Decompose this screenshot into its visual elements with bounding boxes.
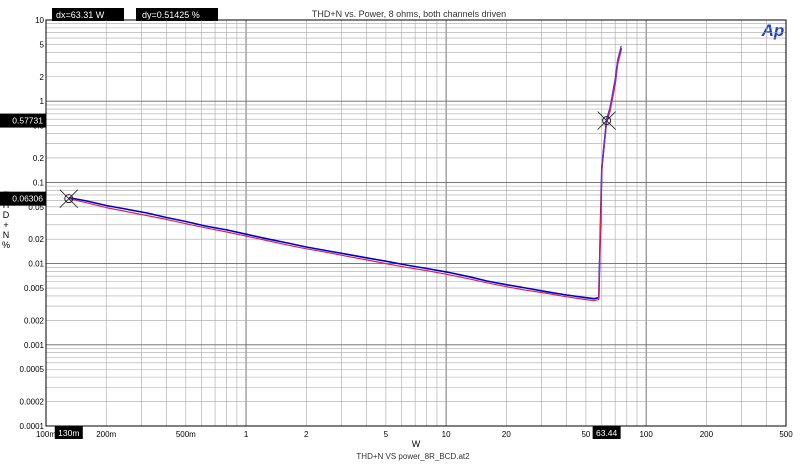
- dy-readout: dy=0.51425 %: [142, 10, 200, 20]
- ylabel-char: N: [3, 230, 10, 240]
- x-tick-label: 200m: [96, 430, 116, 439]
- y-cursor-value: 0.06306: [12, 194, 43, 204]
- y-cursor-flag: [0, 113, 46, 128]
- y-tick-label: 0.0002: [20, 398, 45, 407]
- y-tick-label: 0.0001: [20, 422, 45, 431]
- ylabel-char: D: [3, 210, 10, 220]
- y-cursor-flag: [0, 191, 46, 206]
- x-tick-label: 500m: [176, 430, 196, 439]
- x-tick-label: 1: [244, 430, 249, 439]
- y-tick-label: 0.05: [28, 203, 44, 212]
- cursor-cross: [59, 189, 79, 208]
- x-cursor-value: 130m: [58, 428, 79, 438]
- ylabel-char: +: [3, 220, 8, 230]
- dy-readout-box: [136, 8, 218, 21]
- y-tick-label: 0.001: [24, 341, 45, 350]
- y-tick-label: 5: [40, 40, 45, 49]
- y-tick-label: 0.01: [28, 260, 44, 269]
- y-axis-label: T H D + N %: [2, 190, 10, 250]
- cursor-circle: [602, 116, 612, 126]
- x-tick-label: 200: [700, 430, 714, 439]
- ylabel-char: H: [3, 200, 10, 210]
- y-tick-label: 0.1: [33, 178, 45, 187]
- y-tick-label: 0.2: [33, 154, 45, 163]
- x-cursor-value: 63.44: [596, 428, 618, 438]
- y-tick-label: 0.02: [28, 235, 44, 244]
- series-lines: [68, 45, 622, 302]
- chart-title: THD+N vs. Power, 8 ohms, both channels d…: [312, 9, 506, 19]
- y-cursor-value: 0.57731: [12, 116, 43, 126]
- x-tick-label: 2: [304, 430, 309, 439]
- ylabel-char: T: [3, 190, 9, 200]
- x-tick-label: 50: [581, 430, 590, 439]
- y-tick-label: 0.005: [24, 284, 45, 293]
- y-tick-label: 2: [40, 73, 45, 82]
- cursor-markers: 0.06306 130m 0.57731 63.44: [0, 111, 621, 439]
- x-tick-label: 100: [639, 430, 653, 439]
- x-cursor-flag: [592, 426, 621, 439]
- series-line-2: [68, 50, 622, 302]
- x-tick-label: 20: [502, 430, 511, 439]
- footer-filename: THD+N VS power_8R_BCD.at2: [356, 452, 470, 461]
- series-line-3: [601, 45, 622, 166]
- y-tick-label: 1: [40, 97, 45, 106]
- y-tick-label: 0.0005: [20, 365, 45, 374]
- x-cursor-flag: [54, 426, 83, 439]
- ylabel-char: %: [2, 240, 10, 250]
- plot-frame: [45, 19, 787, 427]
- y-tick-label: 10: [35, 16, 44, 25]
- dx-readout: dx=63.31 W: [56, 10, 105, 20]
- x-tick-label: 500: [779, 430, 793, 439]
- dx-readout-box: [52, 8, 124, 21]
- x-axis-label: W: [412, 439, 421, 449]
- x-tick-label: 5: [384, 430, 389, 439]
- y-tick-label: 0.002: [24, 316, 45, 325]
- x-tick-label: 10: [442, 430, 451, 439]
- x-tick-label: 100m: [36, 430, 56, 439]
- cursor-circle: [64, 194, 74, 204]
- cursor-cross: [597, 111, 616, 130]
